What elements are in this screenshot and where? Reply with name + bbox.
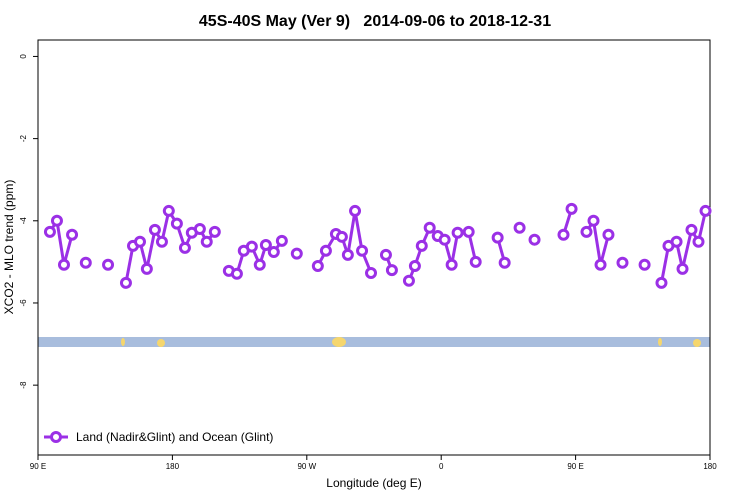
data-point xyxy=(528,233,541,246)
data-point xyxy=(230,267,243,280)
data-point xyxy=(638,258,651,271)
data-point xyxy=(423,221,436,234)
data-point xyxy=(379,248,392,261)
legend-marker xyxy=(50,431,62,443)
data-point xyxy=(616,256,629,269)
data-point xyxy=(469,255,482,268)
x-tick-label: 0 xyxy=(439,462,444,471)
data-point xyxy=(319,244,332,257)
y-axis-label: XCO2 - MLO trend (ppm) xyxy=(2,180,16,315)
data-point xyxy=(557,228,570,241)
x-tick-label: 90 E xyxy=(567,462,583,471)
legend-label: Land (Nadir&Glint) and Ocean (Glint) xyxy=(76,430,273,444)
data-point xyxy=(267,246,280,259)
data-point xyxy=(692,235,705,248)
x-tick-label: 90 W xyxy=(297,462,316,471)
data-point xyxy=(311,259,324,272)
data-point xyxy=(50,214,63,227)
data-point xyxy=(133,235,146,248)
data-point xyxy=(587,214,600,227)
data-point xyxy=(148,223,161,236)
data-point xyxy=(699,204,712,217)
data-point xyxy=(178,241,191,254)
data-point xyxy=(356,244,369,257)
data-point xyxy=(200,235,213,248)
data-point xyxy=(119,276,132,289)
data-point xyxy=(275,234,288,247)
data-point xyxy=(438,233,451,246)
land-patches xyxy=(121,337,701,347)
data-point xyxy=(245,240,258,253)
x-tick-label: 90 E xyxy=(30,462,46,471)
y-tick-label: -6 xyxy=(19,299,28,307)
data-point xyxy=(335,230,348,243)
data-point xyxy=(365,266,378,279)
x-axis-label: Longitude (deg E) xyxy=(326,476,421,490)
data-point xyxy=(408,259,421,272)
data-point xyxy=(208,225,221,238)
data-point xyxy=(402,274,415,287)
data-point xyxy=(670,235,683,248)
y-tick-label: -8 xyxy=(19,381,28,389)
data-point xyxy=(290,247,303,260)
data-point xyxy=(602,228,615,241)
data-point xyxy=(462,225,475,238)
data-point xyxy=(162,204,175,217)
data-point xyxy=(66,228,79,241)
data-point xyxy=(565,202,578,215)
data-point xyxy=(676,262,689,275)
data-point xyxy=(102,258,115,271)
data-point xyxy=(79,256,92,269)
data-point xyxy=(491,231,504,244)
data-point xyxy=(193,223,206,236)
x-tick-label: 180 xyxy=(703,462,717,471)
data-point xyxy=(451,226,464,239)
data-point xyxy=(57,258,70,271)
y-tick-label: -2 xyxy=(19,135,28,143)
land-ocean-band xyxy=(38,337,710,347)
data-point xyxy=(259,239,272,252)
data-point xyxy=(385,264,398,277)
data-point xyxy=(253,258,266,271)
y-tick-label: -4 xyxy=(19,217,28,225)
data-point xyxy=(140,262,153,275)
data-point xyxy=(349,204,362,217)
y-tick-label: 0 xyxy=(19,54,28,59)
chart-title: 45S-40S May (Ver 9) 2014-09-06 to 2018-1… xyxy=(199,13,551,30)
x-tick-label: 180 xyxy=(166,462,180,471)
data-point xyxy=(170,217,183,230)
data-point xyxy=(43,225,56,238)
data-point xyxy=(580,225,593,238)
data-point xyxy=(594,258,607,271)
data-point xyxy=(513,221,526,234)
data-point xyxy=(415,239,428,252)
data-point xyxy=(655,276,668,289)
data-point xyxy=(155,235,168,248)
data-point xyxy=(341,248,354,261)
data-point xyxy=(685,223,698,236)
plot-frame xyxy=(37,39,711,456)
data-point xyxy=(498,256,511,269)
data-point xyxy=(445,258,458,271)
